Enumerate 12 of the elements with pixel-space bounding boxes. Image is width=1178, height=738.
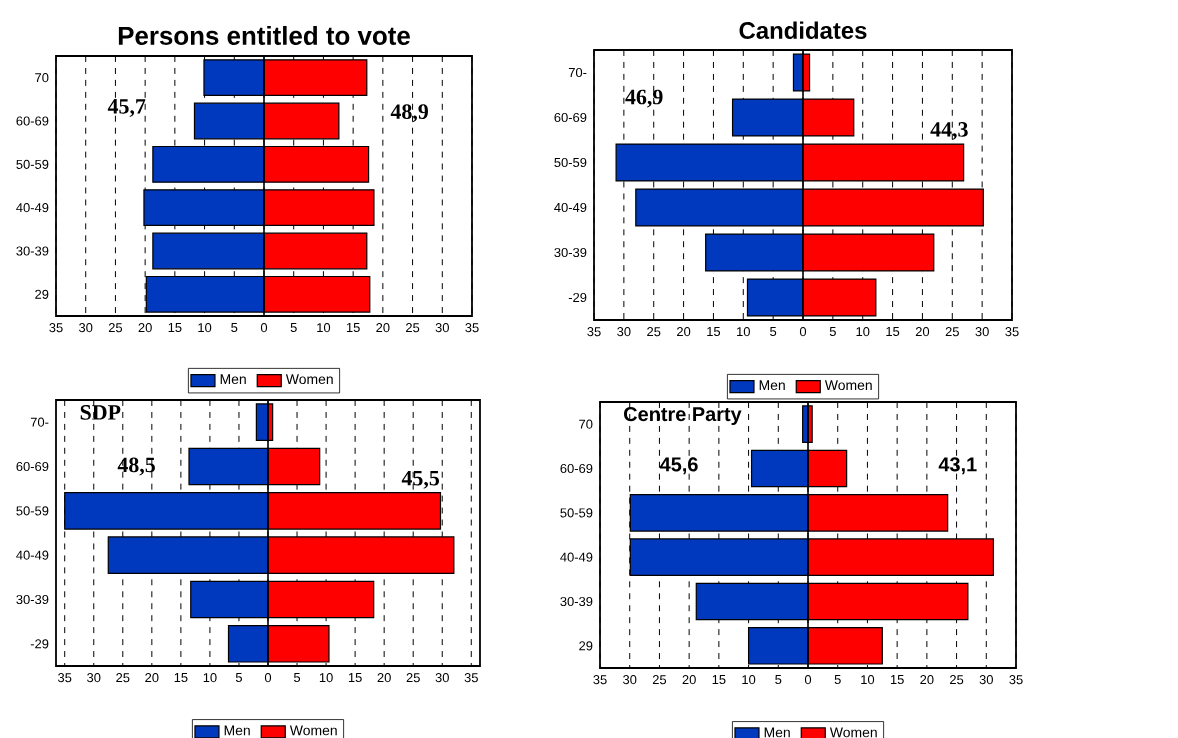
annotation: 45,6 <box>659 457 698 475</box>
chart-title: SDP <box>80 405 121 420</box>
annotation: 44,3 <box>930 122 968 140</box>
annotation: 45,5 <box>401 470 440 489</box>
chart-title: Persons entitled to vote <box>118 25 410 45</box>
chart-title: Centre Party <box>624 407 742 426</box>
annotation: 48,5 <box>117 457 155 476</box>
annotation: 43,1 <box>938 457 977 475</box>
annotation: 45,7 <box>107 99 146 117</box>
annotation: 46,9 <box>625 89 663 108</box>
chart-title: Candidates <box>739 21 867 39</box>
annotation: 48,9 <box>390 104 428 123</box>
